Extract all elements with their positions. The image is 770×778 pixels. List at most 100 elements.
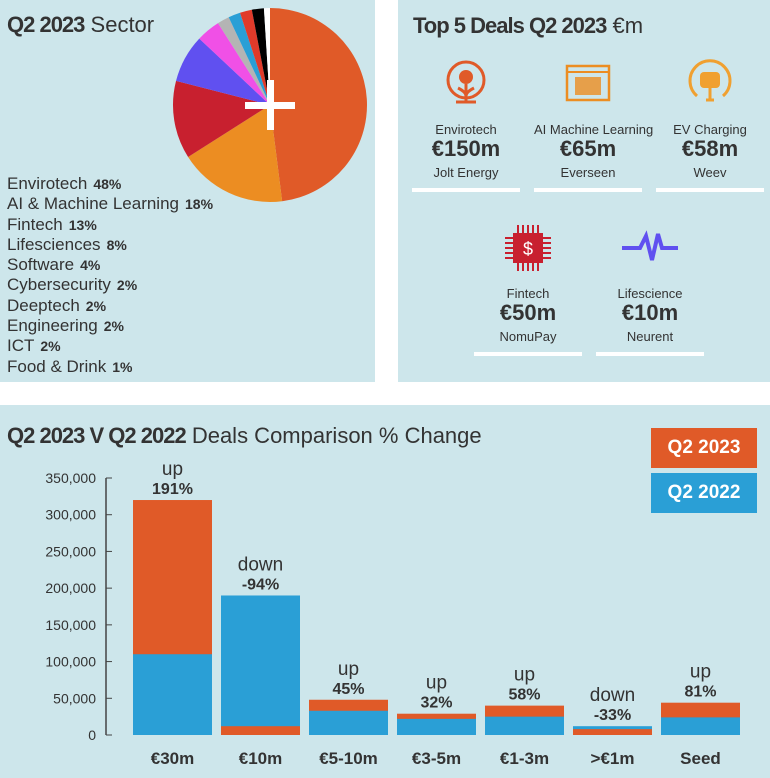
sector-panel: Q2 2023 Sector Envirotech 48% AI & Machine… <box>0 0 375 382</box>
divider <box>596 352 704 356</box>
legend-pct: 13% <box>68 216 97 233</box>
pie-slice-8 <box>251 8 270 106</box>
change-pct: 32% <box>420 695 452 712</box>
deal-amount: €58m <box>681 136 739 161</box>
pie-slice-7 <box>240 9 270 105</box>
divider <box>412 188 520 192</box>
legend-item: Lifesciences 8% <box>7 235 213 255</box>
legend-pct: 8% <box>106 236 127 253</box>
legend-label: Engineering <box>7 316 98 336</box>
legend-item: AI & Machine Learning 18% <box>7 194 213 214</box>
deal-card: $ Fintech €50m NomuPay <box>474 222 582 356</box>
x-tick-label: €10m <box>239 749 282 768</box>
change-pct: 58% <box>508 687 540 704</box>
change-pct: 81% <box>684 684 716 701</box>
pie-slice-4 <box>199 23 270 106</box>
change-direction: up <box>514 665 535 686</box>
sector-legend: Envirotech 48% AI & Machine Learning 18% Fin… <box>7 174 213 377</box>
deal-amount: €150m <box>431 136 501 161</box>
deals-comparison-panel: Q2 2023 V Q2 2022 Deals Comparison % Cha… <box>0 405 770 778</box>
y-tick-label: 100,000 <box>45 654 96 670</box>
x-tick-label: €30m <box>151 749 194 768</box>
legend-item: Engineering 2% <box>7 316 213 336</box>
deal-company: Weev <box>693 165 727 180</box>
comparison-title: Q2 2023 V Q2 2022 Deals Comparison % Cha… <box>7 423 482 449</box>
change-direction: up <box>426 673 447 694</box>
legend-item: Fintech 13% <box>7 215 213 235</box>
y-tick-label: 300,000 <box>45 507 96 523</box>
deal-company: Neurent <box>626 329 674 344</box>
x-tick-label: €1-3m <box>500 749 549 768</box>
title-rest: Deals Comparison % Change <box>191 423 482 448</box>
legend-pct: 48% <box>93 176 122 192</box>
pie-slice-0 <box>270 8 367 202</box>
legend-pct: 2% <box>85 297 107 314</box>
top-deals-panel: Top 5 Deals Q2 2023 €m Envirotech €150m … <box>398 0 770 382</box>
divider <box>656 188 764 192</box>
divider <box>474 352 582 356</box>
deal-category: AI Machine Learning <box>534 122 654 137</box>
deal-amount: €50m <box>499 300 557 325</box>
change-pct: 191% <box>152 481 193 498</box>
legend-item: ICT 2% <box>7 336 213 356</box>
deal-card: Lifescience €10m Neurent <box>596 222 704 356</box>
legend-label: Cybersecurity <box>7 275 111 295</box>
deal-company: Jolt Energy <box>433 165 499 180</box>
bar-q2-2022 <box>309 710 388 735</box>
legend-label: Lifesciences <box>7 234 101 254</box>
legend-item: Food & Drink 1% <box>7 357 213 377</box>
legend-pct: 2% <box>40 338 61 355</box>
deal-card: EV Charging €58m Weev <box>656 58 764 192</box>
bar-q2-2022 <box>485 716 564 735</box>
legend-label: Food & Drink <box>7 356 107 376</box>
legend-pct: 2% <box>116 277 138 294</box>
deal-card: AI Machine Learning €65m Everseen <box>534 58 654 192</box>
legend-label: Deeptech <box>7 295 80 315</box>
legend-q2-2022: Q2 2022 <box>651 473 757 513</box>
change-direction: down <box>590 685 635 706</box>
y-tick-label: 250,000 <box>45 543 96 559</box>
legend-label: ICT <box>7 336 35 356</box>
legend-pct: 18% <box>185 196 214 213</box>
change-direction: up <box>338 659 359 680</box>
deals-title: Top 5 Deals Q2 2023 €m <box>413 13 643 39</box>
deal-category: EV Charging <box>673 122 747 137</box>
deal-category: Fintech <box>506 286 550 301</box>
pulse-icon <box>596 222 704 274</box>
y-tick-label: 50,000 <box>53 690 96 706</box>
y-tick-label: 350,000 <box>45 470 96 486</box>
pie-slice-5 <box>218 17 270 106</box>
change-direction: up <box>162 459 183 480</box>
change-direction: up <box>690 662 711 683</box>
legend-label: Software <box>7 255 75 275</box>
x-tick-label: €5-10m <box>319 749 378 768</box>
divider <box>534 188 642 192</box>
sector-title: Q2 2023 Sector <box>7 12 154 38</box>
y-tick-label: 0 <box>88 727 96 743</box>
legend-item: Software 4% <box>7 255 213 275</box>
change-pct: 45% <box>332 681 364 698</box>
bar-q2-2023 <box>573 729 652 735</box>
chip-dollar-icon: $ <box>474 222 582 274</box>
deal-company: Everseen <box>560 165 616 180</box>
x-tick-label: €3-5m <box>412 749 461 768</box>
deal-company: NomuPay <box>499 329 557 344</box>
change-direction: down <box>238 554 283 575</box>
plant-icon <box>412 58 520 110</box>
title-rest: Sector <box>90 12 155 37</box>
title-bold: Q2 2023 <box>7 12 85 37</box>
title-rest: €m <box>612 13 644 38</box>
bar-q2-2022 <box>397 718 476 735</box>
pie-slice-2 <box>173 80 270 157</box>
legend-label: Fintech <box>7 214 63 234</box>
legend-pct: 4% <box>80 257 101 274</box>
sector-pie-chart <box>173 8 367 202</box>
x-tick-label: >€1m <box>591 749 635 768</box>
legend-q2-2023: Q2 2023 <box>651 428 757 468</box>
legend-pct: 2% <box>103 318 124 335</box>
y-tick-label: 150,000 <box>45 617 96 633</box>
bar-q2-2022 <box>221 595 300 735</box>
bar-q2-2022 <box>661 717 740 735</box>
title-bold: Q2 2023 V Q2 2022 <box>7 423 187 448</box>
pie-slice-3 <box>176 38 270 105</box>
